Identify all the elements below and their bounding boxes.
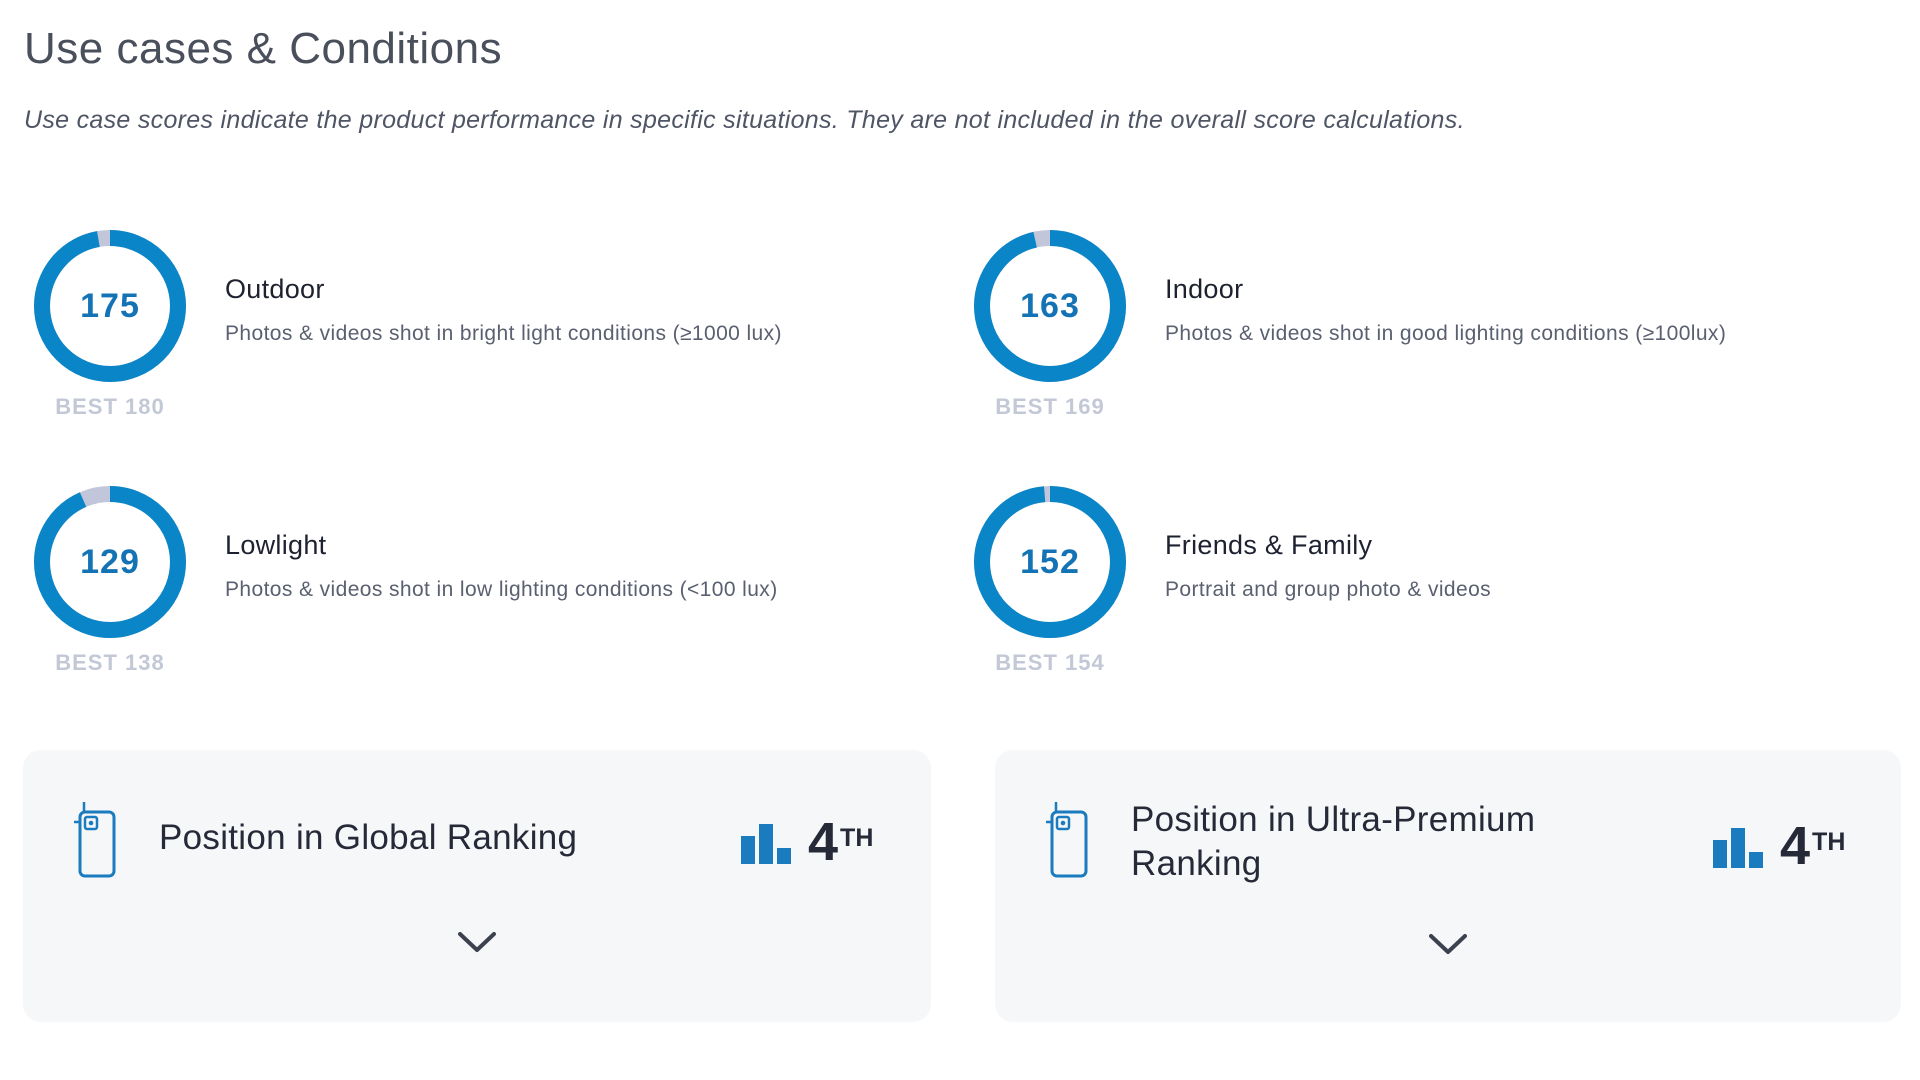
usecase-name: Outdoor: [225, 274, 325, 304]
usecase-lowlight: 129 BEST 138 Lowlight Photos & videos sh…: [30, 482, 910, 682]
ranking-title: Position in Global Ranking: [159, 818, 578, 857]
usecase-indoor: 163 BEST 169 Indoor Photos & videos shot…: [970, 226, 1850, 426]
global-ranking-card[interactable]: Position in Global Ranking 4TH: [23, 750, 931, 1022]
score-gauge: 163: [970, 226, 1130, 386]
ranking-position-number: 4: [808, 812, 839, 872]
gauge-ring: [974, 230, 1126, 382]
usecase-description: Photos & videos shot in bright light con…: [225, 322, 782, 345]
phone-camera-icon: [1046, 802, 1088, 878]
best-score: BEST 154: [995, 650, 1105, 675]
ranking-position-suffix: TH: [840, 824, 874, 852]
ranking-position: 4TH: [1780, 816, 1845, 876]
chevron-down-icon[interactable]: [455, 928, 499, 956]
usecase-name: Lowlight: [225, 530, 327, 560]
usecase-outdoor: 175 BEST 180 Outdoor Photos & videos sho…: [30, 226, 910, 426]
usecase-name: Friends & Family: [1165, 530, 1373, 560]
usecase-name: Indoor: [1165, 274, 1244, 304]
section-subtitle: Use case scores indicate the product per…: [24, 106, 1465, 134]
score-value: 152: [1020, 543, 1080, 581]
best-score: BEST 180: [55, 394, 165, 419]
best-score: BEST 169: [995, 394, 1105, 419]
score-value: 129: [80, 543, 140, 581]
ranking-title: Position in Ultra-Premium Ranking: [1131, 800, 1536, 883]
usecase-friends-family: 152 BEST 154 Friends & Family Portrait a…: [970, 482, 1850, 682]
score-gauge: 175: [30, 226, 190, 386]
score-gauge: 129: [30, 482, 190, 642]
ranking-bars-icon: [741, 824, 791, 864]
usecase-description: Photos & videos shot in good lighting co…: [1165, 322, 1727, 345]
score-gauge: 152: [970, 482, 1130, 642]
score-value: 163: [1020, 287, 1080, 325]
score-value: 175: [80, 287, 140, 325]
ranking-position-suffix: TH: [1812, 828, 1846, 856]
gauge-ring: [34, 486, 186, 638]
gauge-ring: [34, 230, 186, 382]
section-title: Use cases & Conditions: [24, 24, 503, 73]
ranking-position: 4TH: [808, 812, 873, 872]
usecase-description: Portrait and group photo & videos: [1165, 578, 1492, 601]
best-score: BEST 138: [55, 650, 165, 675]
ranking-bars-icon: [1713, 828, 1763, 868]
ultra-premium-ranking-card[interactable]: Position in Ultra-Premium Ranking 4TH: [995, 750, 1901, 1022]
gauge-ring: [974, 486, 1126, 638]
chevron-down-icon[interactable]: [1426, 930, 1470, 958]
ranking-position-number: 4: [1780, 816, 1811, 876]
phone-camera-icon: [74, 802, 116, 878]
usecase-description: Photos & videos shot in low lighting con…: [225, 578, 778, 601]
